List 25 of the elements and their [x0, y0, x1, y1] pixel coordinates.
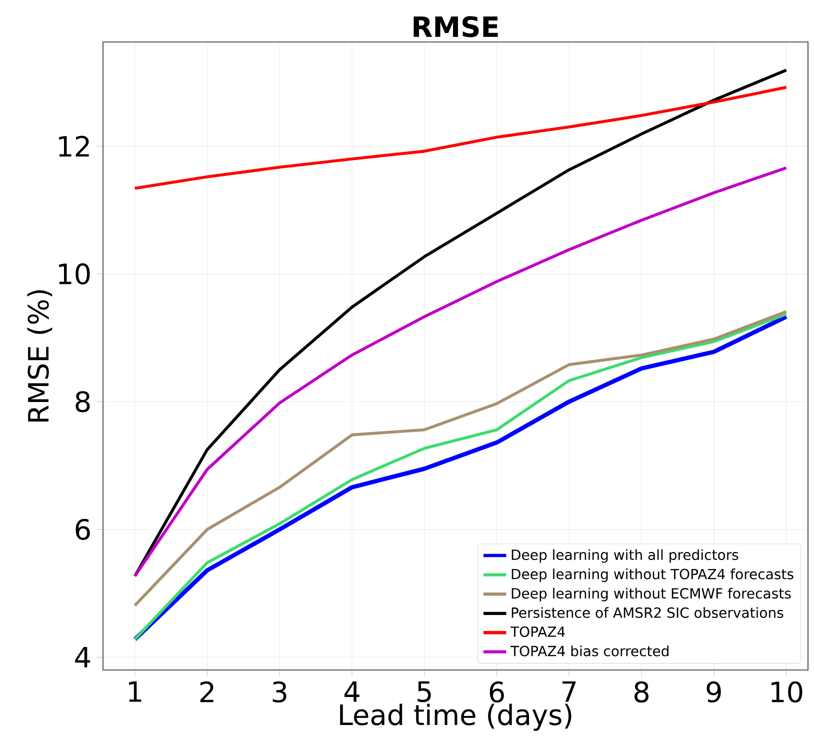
y-tick-label: 6 [76, 518, 90, 540]
chart-title: RMSE [414, 16, 498, 38]
x-tick-label: 3 [272, 681, 286, 703]
x-tick-label: 5 [418, 681, 431, 702]
y-tick-label: 8 [76, 391, 90, 412]
legend-label: Deep learning without TOPAZ4 forecasts [512, 568, 794, 582]
y-axis-title: RMSE (%) [27, 290, 52, 422]
legend-label: Deep learning with all predictors [512, 549, 738, 563]
x-tick-label: 4 [344, 681, 360, 702]
x-tick-label: 1 [129, 681, 142, 702]
y-tick-label: 10 [59, 263, 90, 284]
line-series [133, 86, 788, 190]
x-tick-label: 6 [490, 681, 504, 703]
x-axis-title: Lead time (days) [340, 704, 572, 731]
x-tick-label: 8 [634, 681, 649, 703]
x-tick-label: 2 [200, 681, 214, 702]
y-tick-label: 4 [75, 647, 90, 668]
legend-label: Persistence of AMSR2 SIC observations [512, 607, 784, 618]
legend-label: TOPAZ4 bias corrected [510, 645, 668, 656]
legend-label: TOPAZ4 [510, 626, 565, 637]
x-tick-label: 7 [562, 681, 576, 702]
x-tick-label: 9 [706, 681, 721, 703]
legend-label: Deep learning without ECMWF forecasts [512, 588, 791, 602]
x-tick-label: 10 [772, 681, 802, 703]
y-tick-label: 12 [59, 136, 89, 157]
